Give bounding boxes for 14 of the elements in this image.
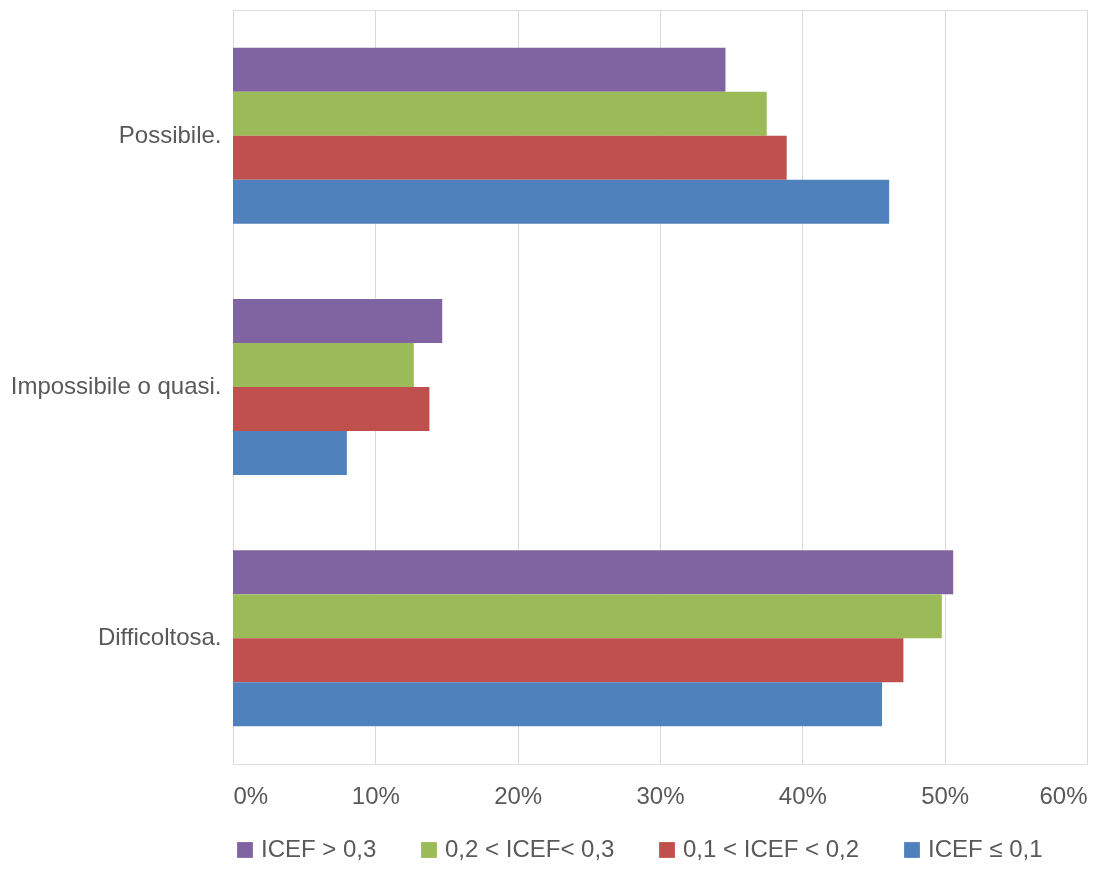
x-tick-label: 20% xyxy=(494,781,543,809)
x-tick-label: 60% xyxy=(1039,781,1088,809)
legend-label: 0,1 < ICEF < 0,2 xyxy=(683,835,860,862)
x-tick-label: 50% xyxy=(921,781,970,809)
x-tick-label: 40% xyxy=(778,781,827,809)
x-tick-label: 30% xyxy=(636,781,685,809)
legend-label: 0,2 < ICEF< 0,3 xyxy=(445,835,615,862)
y-tick-label: Impossibile o quasi. xyxy=(10,372,222,399)
legend-label: ICEF > 0,3 xyxy=(261,835,377,862)
y-tick-label: Difficoltosa. xyxy=(97,623,222,651)
y-tick-label: Possibile. xyxy=(118,120,222,148)
legend-label: ICEF ≤ 0,1 xyxy=(928,835,1043,862)
x-tick-label: 0% xyxy=(233,781,269,809)
x-tick-label: 10% xyxy=(351,781,400,809)
